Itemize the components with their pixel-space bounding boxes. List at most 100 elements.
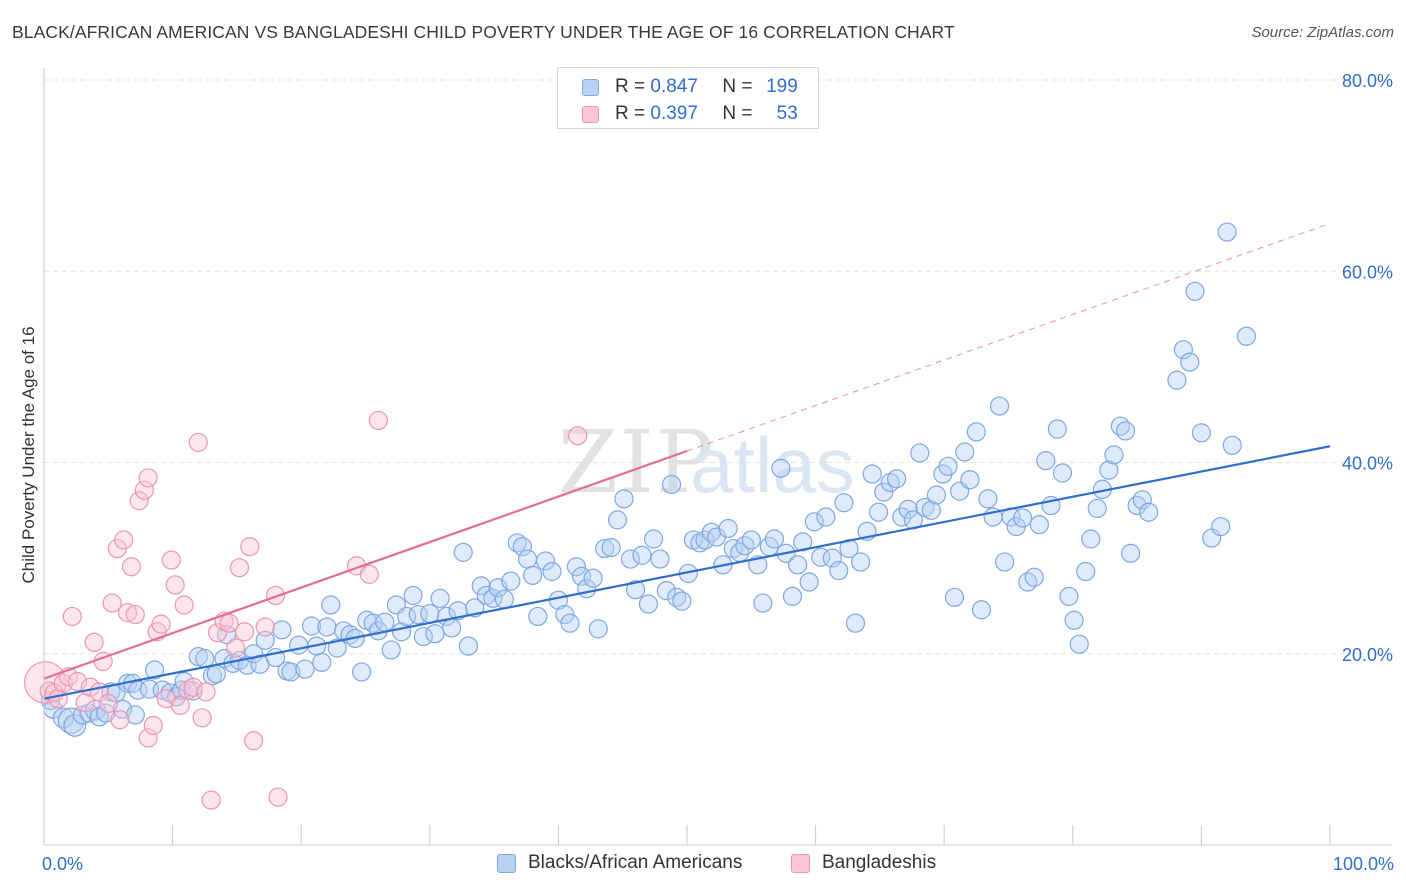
point-blacks bbox=[910, 443, 930, 463]
point-blacks bbox=[638, 594, 659, 614]
r-value: 0.847 bbox=[650, 76, 698, 97]
point-blacks bbox=[1076, 561, 1096, 582]
point-bangladeshis bbox=[151, 614, 171, 634]
trend-line-bangladeshis bbox=[43, 449, 688, 680]
point-blacks bbox=[601, 538, 621, 558]
point-blacks bbox=[1173, 340, 1193, 360]
point-blacks bbox=[281, 662, 301, 682]
point-blacks bbox=[79, 703, 99, 723]
point-blacks bbox=[321, 595, 341, 615]
point-blacks bbox=[327, 638, 347, 658]
point-blacks bbox=[989, 396, 1010, 416]
point-blacks bbox=[1069, 634, 1089, 654]
point-bangladeshis bbox=[121, 557, 142, 577]
point-bangladeshis bbox=[229, 558, 250, 578]
point-blacks bbox=[583, 568, 603, 588]
r-label: R = bbox=[615, 103, 646, 124]
point-blacks bbox=[753, 593, 773, 613]
point-blacks bbox=[507, 533, 527, 553]
point-blacks bbox=[944, 587, 965, 607]
point-blacks bbox=[874, 482, 894, 502]
point-blacks bbox=[442, 618, 462, 638]
point-bangladeshis bbox=[165, 575, 185, 595]
pink-swatch-icon bbox=[791, 853, 810, 873]
point-bangladeshis bbox=[201, 790, 221, 810]
point-bangladeshis bbox=[226, 638, 246, 658]
point-blacks bbox=[317, 617, 337, 637]
point-blacks bbox=[523, 565, 543, 585]
point-blacks bbox=[517, 549, 538, 569]
point-blacks bbox=[887, 469, 907, 489]
point-blacks bbox=[63, 714, 87, 737]
point-bangladeshis bbox=[235, 622, 255, 642]
point-bangladeshis bbox=[143, 715, 163, 736]
point-blacks bbox=[1013, 508, 1033, 528]
point-blacks bbox=[375, 612, 395, 632]
point-blacks bbox=[822, 548, 842, 568]
point-bangladeshis bbox=[240, 537, 260, 557]
point-blacks bbox=[1222, 435, 1242, 455]
point-bangladeshis bbox=[170, 695, 190, 715]
point-bangladeshis bbox=[568, 426, 588, 446]
legend-label: Bangladeshis bbox=[822, 852, 937, 873]
point-blacks bbox=[771, 458, 791, 478]
point-blacks bbox=[672, 591, 692, 611]
point-blacks bbox=[656, 581, 677, 601]
point-blacks bbox=[667, 587, 687, 607]
point-blacks bbox=[312, 652, 332, 672]
blue-swatch-icon bbox=[497, 853, 516, 873]
point-blacks bbox=[782, 586, 803, 606]
point-blacks bbox=[1036, 450, 1056, 471]
point-blacks bbox=[1047, 419, 1067, 439]
point-blacks bbox=[829, 560, 849, 581]
point-blacks bbox=[542, 561, 562, 582]
point-blacks bbox=[926, 485, 947, 505]
point-blacks bbox=[471, 576, 491, 596]
point-blacks bbox=[869, 502, 889, 522]
point-blacks bbox=[1217, 222, 1237, 242]
point-blacks bbox=[1211, 516, 1231, 537]
y-tick-label: 60.0% bbox=[1342, 262, 1393, 282]
point-blacks bbox=[764, 529, 785, 549]
legend-item-blacks[interactable]: Blacks/African Americans bbox=[497, 852, 742, 874]
point-blacks bbox=[834, 493, 854, 513]
point-blacks bbox=[960, 470, 980, 490]
point-bangladeshis bbox=[368, 410, 388, 431]
n-value: 199 bbox=[766, 76, 798, 97]
point-blacks bbox=[620, 549, 641, 569]
point-bangladeshis bbox=[98, 693, 118, 714]
point-bangladeshis bbox=[84, 632, 104, 652]
point-blacks bbox=[420, 603, 440, 624]
point-blacks bbox=[1081, 529, 1101, 549]
point-blacks bbox=[595, 538, 615, 559]
point-bangladeshis bbox=[268, 787, 288, 807]
point-blacks bbox=[718, 518, 738, 539]
point-blacks bbox=[851, 552, 871, 572]
point-blacks bbox=[1167, 370, 1187, 390]
point-blacks bbox=[804, 512, 824, 532]
point-bangladeshis bbox=[102, 593, 122, 613]
point-blacks bbox=[272, 620, 292, 640]
legend-item-bangladeshis[interactable]: Bangladeshis bbox=[791, 852, 936, 874]
point-blacks bbox=[650, 549, 670, 569]
point-blacks bbox=[995, 552, 1015, 572]
y-tick-label: 80.0% bbox=[1342, 71, 1393, 91]
point-blacks bbox=[955, 442, 975, 462]
blue-swatch-icon bbox=[582, 78, 599, 96]
point-blacks bbox=[978, 489, 998, 509]
point-blacks bbox=[494, 589, 514, 609]
point-blacks bbox=[625, 580, 646, 600]
y-tick-label: 20.0% bbox=[1342, 645, 1393, 665]
point-blacks bbox=[144, 660, 165, 680]
point-bangladeshis bbox=[117, 603, 138, 623]
point-blacks bbox=[458, 636, 478, 656]
point-blacks bbox=[1139, 502, 1159, 522]
r-value: 0.397 bbox=[650, 103, 698, 124]
series-legend: Blacks/African Americans Bangladeshis bbox=[0, 852, 1406, 878]
point-blacks bbox=[289, 635, 309, 655]
trend-line-blacks bbox=[43, 445, 1331, 700]
point-blacks bbox=[125, 705, 145, 725]
point-bangladeshis bbox=[138, 728, 158, 748]
point-blacks bbox=[560, 613, 580, 633]
point-blacks bbox=[1087, 498, 1107, 518]
